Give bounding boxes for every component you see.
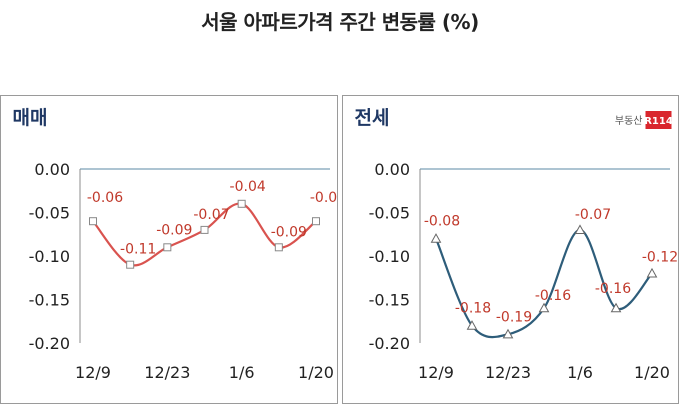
data-point-marker xyxy=(89,217,97,226)
y-tick-label: -0.20 xyxy=(369,334,410,353)
data-label: -0.11 xyxy=(120,242,156,258)
x-tick-label: 1/6 xyxy=(229,363,255,382)
chart-panel-sale: 매매 0.00 -0.05 -0.10 -0.15 -0.20 12/9 12/23 1/6 1/… xyxy=(0,95,338,404)
data-label: -0.04 xyxy=(230,179,266,195)
y-tick-label: -0.15 xyxy=(29,291,70,310)
y-tick-label: 0.00 xyxy=(34,160,70,179)
x-tick-label: 1/20 xyxy=(634,363,670,382)
chart-panel-jeonse: 전세 0.00 -0.05 -0.10 -0.15 -0.20 12/9 12/23 1/6 1/… xyxy=(342,95,679,404)
x-tick-label: 12/23 xyxy=(485,363,531,382)
panel-title: 전세 xyxy=(355,107,390,129)
x-tick-label: 12/23 xyxy=(144,363,190,382)
y-tick-label: -0.05 xyxy=(29,204,70,223)
data-label: -0.16 xyxy=(535,288,571,304)
data-label: -0.09 xyxy=(156,222,192,238)
y-tick-label: 0.00 xyxy=(374,160,410,179)
brand-logo-badge-text: R114 xyxy=(644,116,673,127)
data-point-marker xyxy=(274,243,283,252)
data-point-marker xyxy=(574,224,586,234)
data-point-marker xyxy=(538,302,550,313)
brand-logo-badge xyxy=(645,111,672,129)
data-point-marker xyxy=(126,260,135,269)
data-label: -0.06 xyxy=(87,190,123,206)
data-point-marker xyxy=(646,267,658,278)
data-label: -0.12 xyxy=(642,249,678,265)
data-point-marker xyxy=(200,225,209,234)
data-label: -0.19 xyxy=(496,309,532,325)
data-point-marker xyxy=(466,320,478,330)
panel-frame xyxy=(342,95,679,404)
y-tick-label: -0.15 xyxy=(369,291,410,310)
data-point-marker xyxy=(610,302,622,313)
data-label: -0.06 xyxy=(310,190,338,206)
data-label: -0.16 xyxy=(595,281,631,297)
data-label: -0.08 xyxy=(424,214,460,230)
y-tick-label: -0.20 xyxy=(29,334,70,353)
data-label: -0.18 xyxy=(455,301,491,317)
y-tick-label: -0.10 xyxy=(29,247,70,266)
x-tick-label: 1/20 xyxy=(298,363,334,382)
x-tick-label: 12/9 xyxy=(75,363,111,382)
panel-title: 매매 xyxy=(13,107,48,129)
data-point-marker xyxy=(237,199,246,208)
y-tick-label: -0.10 xyxy=(369,247,410,266)
data-point-marker xyxy=(430,233,442,243)
brand-logo-text: 부동산 xyxy=(615,115,643,127)
data-point-marker xyxy=(163,243,172,252)
data-point-marker xyxy=(312,217,320,226)
data-label: -0.07 xyxy=(575,207,611,223)
y-tick-label: -0.05 xyxy=(369,204,410,223)
page-title: 서울 아파트가격 주간 변동률 (%) xyxy=(201,10,479,34)
data-label: -0.09 xyxy=(271,224,307,240)
x-tick-label: 1/6 xyxy=(567,363,593,382)
data-point-marker xyxy=(502,328,514,339)
x-tick-label: 12/9 xyxy=(418,363,454,382)
data-label: -0.07 xyxy=(193,207,229,223)
